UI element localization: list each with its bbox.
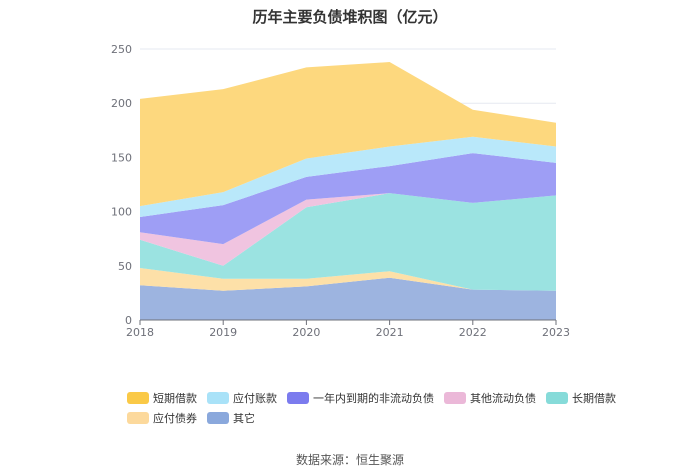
legend-swatch	[127, 412, 149, 424]
legend-label: 其他流动负债	[470, 392, 536, 405]
chart-legend: 短期借款 应付账款 一年内到期的非流动负债 其他流动负债 长期借款 应付债券 其…	[127, 388, 616, 428]
area-series-应付账款[interactable]	[140, 136, 556, 218]
legend-label: 应付债券	[153, 412, 197, 425]
area-series-应付债券[interactable]	[140, 267, 556, 291]
legend-row-1: 短期借款 应付账款 一年内到期的非流动负债 其他流动负债 长期借款	[127, 388, 616, 408]
area-series	[140, 62, 556, 320]
area-series-其他流动负债[interactable]	[140, 193, 556, 266]
axes: 0 50 100 150 200 250 2018 2019 2020 2021 2022 2023	[111, 43, 570, 339]
area-series-一年内到期的非流动负债[interactable]	[140, 153, 556, 245]
x-tick-label: 2023	[542, 326, 570, 339]
x-tick-label: 2019	[209, 326, 237, 339]
y-tick-label: 0	[125, 314, 132, 327]
legend-label: 应付账款	[233, 392, 277, 405]
legend-label: 一年内到期的非流动负债	[313, 392, 434, 405]
legend-swatch	[127, 392, 149, 404]
legend-item[interactable]: 其它	[207, 410, 255, 426]
legend-swatch	[287, 392, 309, 404]
y-tick-label: 250	[111, 43, 132, 56]
legend-swatch	[546, 392, 568, 404]
y-tick-label: 200	[111, 97, 132, 110]
legend-row-2: 应付债券 其它	[127, 408, 587, 428]
legend-item[interactable]: 应付债券	[127, 410, 197, 426]
legend-item[interactable]: 一年内到期的非流动负债	[287, 390, 434, 406]
y-tick-label: 150	[111, 151, 132, 164]
legend-item[interactable]: 应付账款	[207, 390, 277, 406]
legend-item[interactable]: 短期借款	[127, 390, 197, 406]
area-series-其它[interactable]	[140, 277, 556, 320]
legend-item[interactable]: 其他流动负债	[444, 390, 536, 406]
x-tick-label: 2020	[292, 326, 320, 339]
x-tick-label: 2021	[376, 326, 404, 339]
y-tick-label: 100	[111, 206, 132, 219]
legend-swatch	[207, 412, 229, 424]
x-tick-label: 2018	[126, 326, 154, 339]
area-series-短期借款[interactable]	[140, 62, 556, 207]
legend-swatch	[207, 392, 229, 404]
legend-label: 短期借款	[153, 392, 197, 405]
data-source-note: 数据来源：恒生聚源	[295, 453, 404, 467]
area-series-长期借款[interactable]	[140, 193, 556, 291]
legend-swatch	[444, 392, 466, 404]
x-tick-label: 2022	[459, 326, 487, 339]
chart-title: 历年主要负债堆积图（亿元）	[252, 8, 448, 26]
legend-item[interactable]: 长期借款	[546, 390, 616, 406]
legend-label: 长期借款	[572, 392, 616, 405]
legend-label: 其它	[233, 412, 255, 425]
y-tick-label: 50	[118, 260, 132, 273]
